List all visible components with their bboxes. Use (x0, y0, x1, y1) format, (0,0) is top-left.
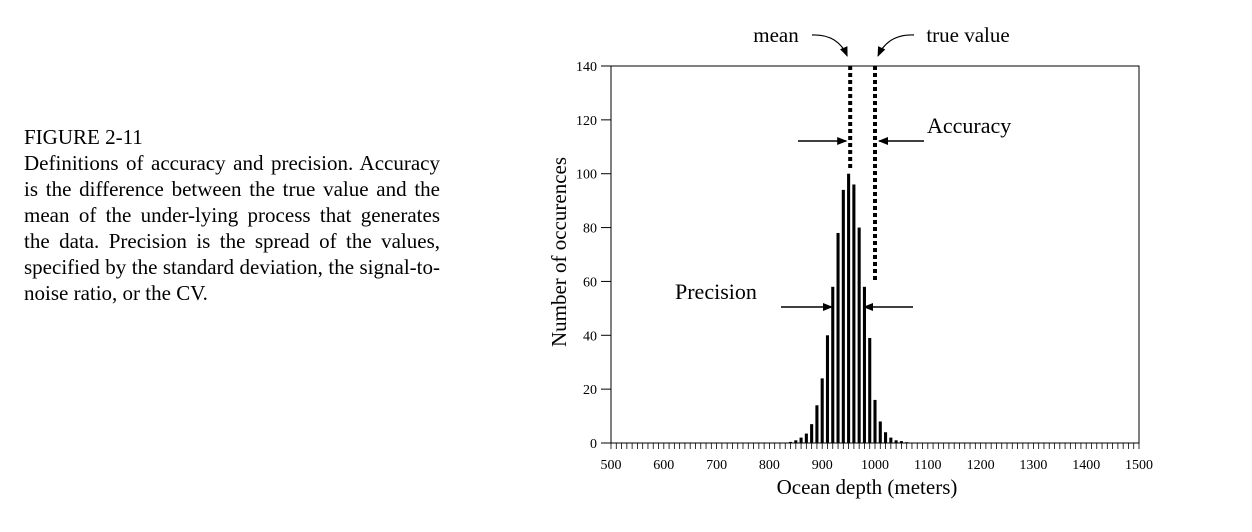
x-tick-label: 1200 (967, 458, 995, 473)
x-tick-label: 1100 (914, 458, 941, 473)
histogram-bar (799, 437, 803, 443)
histogram-bar (878, 421, 882, 443)
x-tick-label: 600 (653, 458, 674, 473)
y-tick-label: 20 (583, 383, 597, 398)
x-tick-label: 700 (706, 458, 727, 473)
caption-text: Definitions of accuracy and precision. A… (24, 151, 440, 305)
histogram-bar (873, 399, 877, 443)
histogram-bar (810, 424, 814, 443)
true-value-arrow (877, 34, 915, 57)
histogram-bar (825, 335, 830, 443)
histogram-bar (868, 337, 872, 443)
y-tick-label: 120 (576, 114, 597, 129)
y-tick-label: 40 (583, 329, 597, 344)
true-value-label: true value (926, 23, 1009, 47)
x-tick-label: 1400 (1072, 458, 1100, 473)
y-tick-label: 0 (590, 437, 597, 452)
histogram-bar (905, 442, 909, 443)
y-tick-label: 100 (576, 168, 597, 183)
reference-lines (848, 66, 877, 282)
y-tick-label: 80 (583, 222, 597, 237)
x-tick-label: 900 (812, 458, 833, 473)
x-tick-label: 500 (601, 458, 622, 473)
precision-label: Precision (675, 279, 757, 304)
figure-label: FIGURE 2-11 (24, 125, 143, 149)
histogram-bar (894, 440, 898, 443)
annotations: mean true value Accuracy Precision (675, 23, 1011, 311)
x-axis: 500 600 700 800 900 1000 1100 1200 1300 1400 1500 (601, 458, 1154, 473)
histogram-bar (862, 286, 866, 443)
histogram-bar (852, 184, 856, 444)
y-axis: 0 20 40 60 80 100 120 140 (576, 60, 611, 452)
y-tick-label: 60 (583, 275, 597, 290)
x-axis-label: Ocean depth (meters) (777, 475, 958, 499)
histogram-bar (820, 378, 824, 443)
histogram-bar (788, 441, 793, 443)
mean-label: mean (753, 23, 799, 47)
histogram-bar (831, 286, 835, 443)
histogram-bar (899, 441, 903, 443)
figure-caption: FIGURE 2-11 Definitions of accuracy and … (24, 124, 440, 306)
y-tick-label: 140 (576, 60, 597, 75)
histogram-bars (788, 173, 914, 444)
mean-arrow (811, 34, 848, 57)
x-tick-label: 1500 (1125, 458, 1153, 473)
histogram-bar (857, 227, 861, 443)
histogram-bar (841, 189, 845, 443)
histogram-bar (804, 433, 808, 443)
histogram-bar (815, 405, 819, 443)
histogram-bar (884, 432, 888, 443)
x-tick-label: 1000 (861, 458, 889, 473)
x-tick-label: 800 (759, 458, 780, 473)
histogram-bar (889, 437, 893, 443)
accuracy-label: Accuracy (927, 113, 1011, 138)
y-axis-label: Number of occurences (547, 157, 571, 347)
histogram-bar (836, 232, 840, 443)
x-minor-ticks (610, 443, 1140, 449)
x-tick-label: 1300 (1019, 458, 1047, 473)
histogram-bar (794, 440, 798, 443)
histogram-bar (847, 173, 851, 443)
